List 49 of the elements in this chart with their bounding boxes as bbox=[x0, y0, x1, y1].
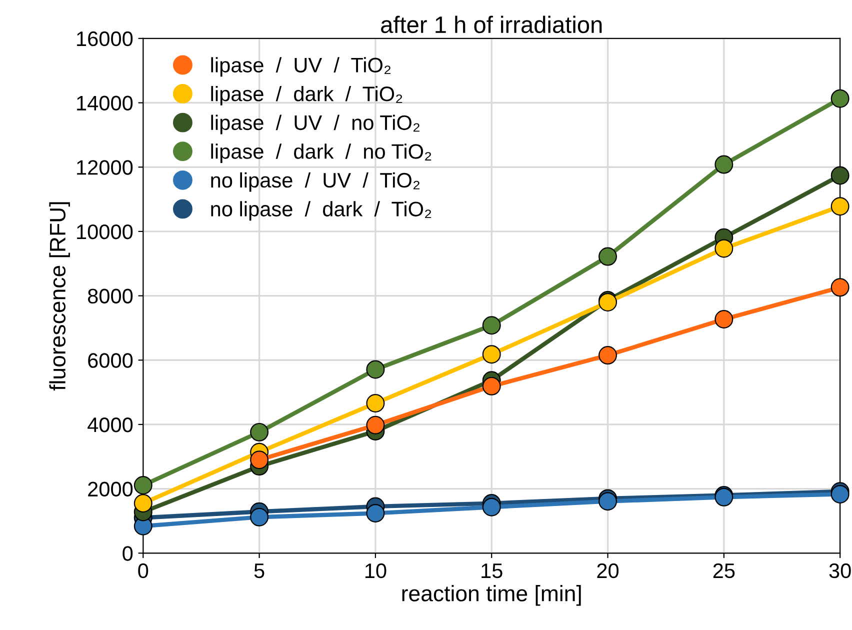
point bbox=[714, 310, 734, 329]
x-tick-label: 30 bbox=[829, 563, 851, 578]
point bbox=[598, 247, 617, 266]
point bbox=[714, 155, 734, 174]
point bbox=[250, 450, 269, 470]
y-tick-label: 6000 bbox=[88, 353, 133, 368]
x-axis-title: reaction time [min] bbox=[402, 585, 581, 606]
point bbox=[830, 278, 850, 297]
point bbox=[366, 360, 385, 379]
x-tick-label: 10 bbox=[365, 563, 386, 578]
legend-label: lipase / UV / no TiO₂ bbox=[211, 114, 420, 134]
point bbox=[830, 197, 850, 216]
point bbox=[830, 89, 850, 108]
x-tick-label: 5 bbox=[254, 564, 264, 578]
point bbox=[250, 508, 269, 526]
point bbox=[134, 476, 152, 494]
point bbox=[134, 494, 152, 513]
point bbox=[482, 376, 501, 396]
point bbox=[482, 345, 501, 364]
legend-label: lipase / dark / TiO₂ bbox=[211, 86, 402, 106]
legend-label: lipase / dark / no TiO₂ bbox=[211, 144, 432, 163]
y-tick-label: 16000 bbox=[77, 31, 133, 46]
y-axis-title: fluorescence [RFU] bbox=[49, 202, 70, 391]
x-tick-label: 0 bbox=[138, 563, 148, 578]
y-tick-label: 0 bbox=[122, 546, 133, 561]
chart-title: after 1 h of irradiation bbox=[381, 16, 602, 34]
point bbox=[482, 498, 501, 516]
legend-label: lipase / UV / TiO₂ bbox=[211, 57, 391, 77]
point bbox=[366, 504, 385, 522]
point bbox=[598, 492, 617, 511]
x-tick-label: 25 bbox=[713, 563, 735, 578]
point bbox=[830, 166, 850, 185]
point bbox=[830, 485, 850, 504]
y-tick-label: 8000 bbox=[88, 288, 133, 304]
point bbox=[366, 416, 385, 434]
y-tick-label: 14000 bbox=[77, 96, 133, 111]
y-tick-label: 2000 bbox=[88, 482, 133, 497]
y-tick-label: 10000 bbox=[77, 224, 133, 240]
y-tick-label: 12000 bbox=[77, 160, 133, 175]
point bbox=[598, 346, 617, 365]
legend-label: no lipase / dark / TiO₂ bbox=[211, 201, 432, 221]
y-tick-label: 4000 bbox=[88, 417, 133, 432]
x-tick-label: 15 bbox=[482, 564, 502, 578]
point bbox=[482, 316, 501, 335]
point bbox=[250, 422, 269, 442]
point bbox=[366, 394, 385, 412]
legend-label: no lipase / UV / TiO₂ bbox=[211, 172, 420, 192]
x-tick-label: 20 bbox=[597, 563, 619, 578]
point bbox=[714, 239, 734, 258]
